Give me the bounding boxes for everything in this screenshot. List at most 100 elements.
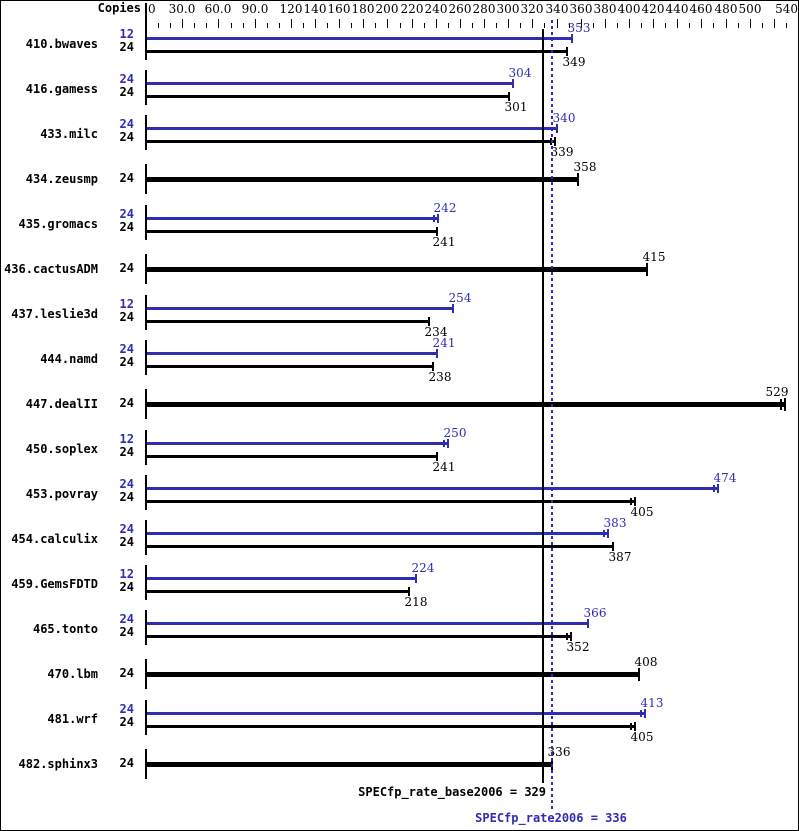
axis-tick (689, 23, 690, 28)
axis-tick (387, 19, 388, 28)
axis-tick (508, 19, 509, 28)
copies-label: 24 (119, 522, 134, 536)
group-axis-spine (145, 70, 147, 105)
axis-tick (472, 23, 473, 28)
value-label: 387 (608, 550, 632, 564)
benchmark-label: 435.gromacs (18, 217, 98, 231)
axis-tick (774, 19, 775, 28)
axis-tick (243, 23, 244, 28)
result-bar (147, 352, 437, 355)
copies-label: 24 (119, 220, 134, 234)
bar-end-cap (447, 439, 449, 448)
bar-end-cap (436, 349, 438, 358)
run-tick (630, 723, 632, 730)
bar-end-cap (587, 619, 589, 628)
copies-label: 24 (119, 72, 134, 86)
axis-origin-line (145, 3, 147, 28)
value-label: 218 (404, 595, 428, 609)
group-axis-spine (145, 565, 147, 600)
axis-tick (448, 23, 449, 28)
result-bar (147, 635, 571, 638)
axis-tick-label: 180 (351, 2, 375, 16)
axis-tick (653, 19, 654, 28)
bar-end-cap (512, 79, 514, 88)
bar-end-cap (428, 317, 430, 326)
axis-tick (231, 23, 232, 28)
bar-end-cap (577, 173, 579, 186)
axis-tick-label: 90.0 (241, 2, 269, 16)
result-bar (147, 95, 509, 98)
axis-tick-label: 30.0 (168, 2, 196, 16)
benchmark-label: 447.dealII (25, 397, 98, 411)
value-label: 529 (765, 385, 789, 399)
value-label: 242 (433, 201, 457, 215)
axis-tick (557, 19, 558, 28)
axis-tick (375, 23, 376, 28)
bar-end-cap (566, 47, 568, 56)
value-label: 340 (552, 111, 576, 125)
axis-tick (520, 23, 521, 28)
bar-end-cap (784, 398, 786, 411)
bar-end-cap (554, 137, 556, 146)
value-label: 358 (573, 160, 597, 174)
result-bar (147, 140, 555, 143)
axis-tick (641, 23, 642, 28)
axis-tick-label: 480 (714, 2, 738, 16)
bar-end-cap (437, 214, 439, 223)
result-bar (147, 230, 437, 233)
run-tick (640, 710, 642, 717)
bar-end-cap (570, 632, 572, 641)
value-label: 339 (550, 145, 574, 159)
benchmark-label: 454.calculix (11, 532, 98, 546)
axis-tick (351, 23, 352, 28)
axis-tick (726, 19, 727, 28)
axis-tick-label: 400 (617, 2, 641, 16)
copies-label: 24 (119, 85, 134, 99)
copies-label: 24 (119, 396, 134, 410)
value-label: 250 (443, 426, 467, 440)
axis-tick-label: 340 (545, 2, 569, 16)
axis-tick (291, 19, 292, 28)
copies-label: 24 (119, 261, 134, 275)
run-tick (780, 399, 782, 410)
value-label: 405 (630, 730, 654, 744)
bar-end-cap (508, 92, 510, 101)
axis-tick-label: 280 (472, 2, 496, 16)
result-bar (147, 577, 416, 580)
benchmark-label: 470.lbm (47, 667, 98, 681)
benchmark-label: 410.bwaves (25, 37, 98, 51)
group-axis-spine (145, 610, 147, 645)
group-axis-spine (145, 749, 147, 779)
bar-end-cap (638, 668, 640, 681)
copies-label: 24 (119, 715, 134, 729)
axis-tick (400, 23, 401, 28)
bar-end-cap (634, 497, 636, 506)
copies-label: 24 (119, 40, 134, 54)
axis-tick (412, 19, 413, 28)
axis-tick (158, 23, 159, 28)
axis-tick (544, 23, 545, 28)
axis-tick-label: 320 (520, 2, 544, 16)
result-bar (147, 762, 552, 767)
axis-tick (593, 23, 594, 28)
axis-tick (532, 19, 533, 28)
axis-tick-label: 220 (400, 2, 424, 16)
axis-tick (484, 19, 485, 28)
bar-end-cap (634, 722, 636, 731)
result-bar (147, 37, 572, 40)
axis-tick (194, 23, 195, 28)
group-axis-spine (145, 340, 147, 375)
copies-label: 24 (119, 477, 134, 491)
axis-tick-label: 60.0 (204, 2, 232, 16)
peak-metric-summary: SPECfp_rate2006 = 336 (475, 811, 627, 825)
result-bar (147, 82, 513, 85)
value-label: 238 (428, 370, 452, 384)
group-axis-spine (145, 205, 147, 240)
value-label: 352 (566, 640, 590, 654)
axis-tick (424, 23, 425, 28)
axis-tick (206, 23, 207, 28)
bar-end-cap (436, 452, 438, 461)
axis-tick (738, 23, 739, 28)
run-tick (443, 440, 445, 447)
